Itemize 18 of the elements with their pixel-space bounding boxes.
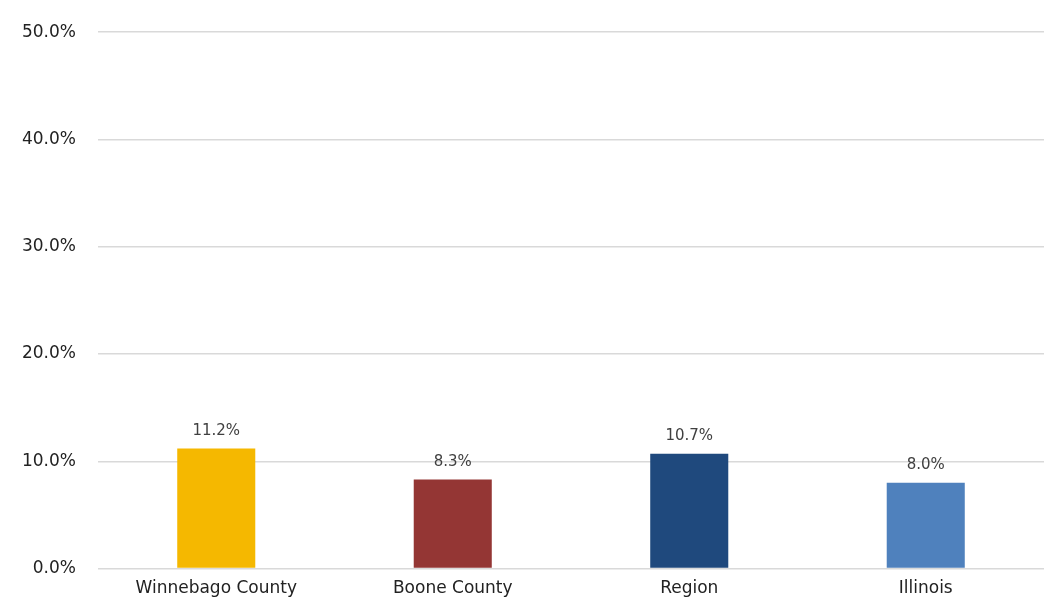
data-label: 8.3% xyxy=(433,451,472,470)
bar xyxy=(177,448,256,568)
data-label: 8.0% xyxy=(906,455,945,474)
y-tick-label: 10.0% xyxy=(21,449,76,470)
data-label: 11.2% xyxy=(192,420,241,439)
bar xyxy=(650,453,729,568)
x-tick-label: Boone County xyxy=(392,577,513,598)
y-tick-label: 50.0% xyxy=(21,20,76,41)
y-tick-label: 0.0% xyxy=(32,557,76,578)
x-tick-label: Region xyxy=(660,577,719,598)
y-tick-label: 30.0% xyxy=(21,235,76,256)
y-tick-label: 20.0% xyxy=(21,342,76,363)
data-label: 10.7% xyxy=(665,426,714,445)
x-tick-label: Winnebago County xyxy=(135,577,298,598)
x-tick-label: Illinois xyxy=(898,577,953,598)
bar xyxy=(413,479,492,568)
bar xyxy=(886,482,965,568)
y-tick-label: 40.0% xyxy=(21,127,76,148)
